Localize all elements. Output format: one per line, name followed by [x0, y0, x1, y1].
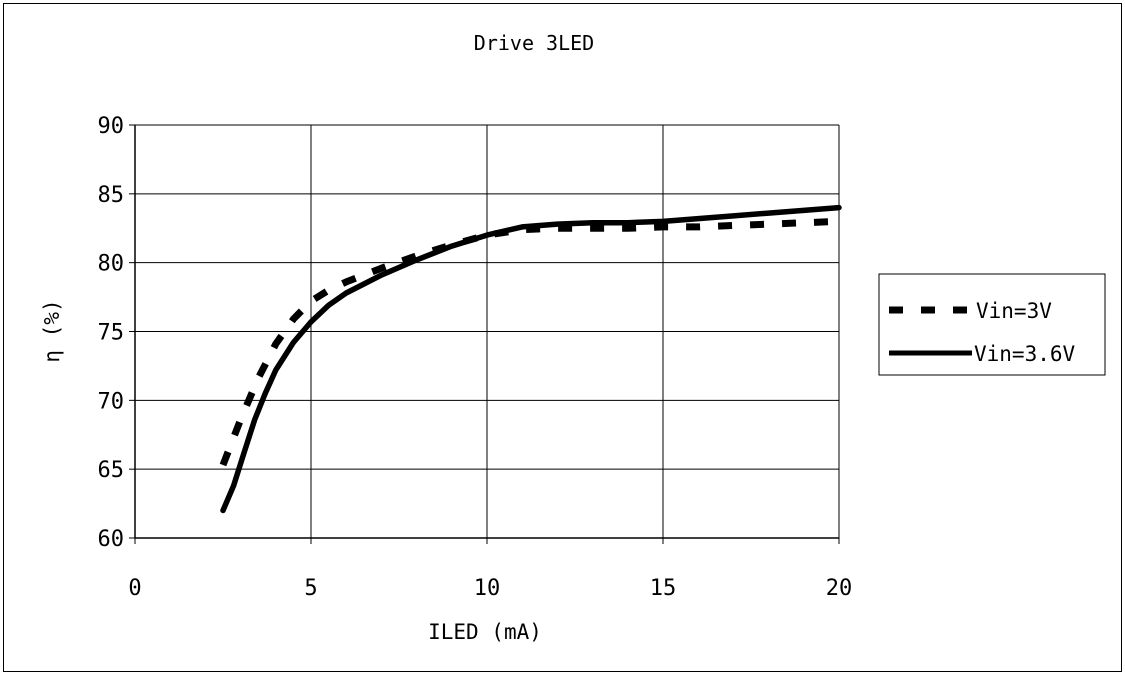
- x-tick-labels: 0 5 10 15 20: [128, 576, 852, 601]
- series-line-vin-3v: [219, 217, 840, 467]
- x-axis-label: ILED (mA): [428, 620, 542, 644]
- y-tick-label: 65: [98, 458, 125, 483]
- y-tick-label: 75: [98, 321, 125, 346]
- y-axis-label: η (%): [40, 299, 64, 362]
- legend-label-vin-3-6v: Vin=3.6V: [974, 342, 1076, 366]
- x-tick-label: 5: [304, 576, 317, 601]
- y-tick-label: 90: [98, 114, 125, 139]
- x-tick-label: 15: [650, 576, 677, 601]
- y-tick-label: 60: [98, 527, 125, 552]
- x-tick-label: 10: [474, 576, 501, 601]
- grid-lines: [135, 124, 840, 538]
- series-lines: [219, 204, 842, 514]
- y-tick-label: 80: [98, 252, 125, 277]
- chart-frame: Drive 3LED 0 5 10 15 20 60 65 70 75 80 85 90 ILED …: [3, 3, 1122, 672]
- x-tick-label: 0: [128, 576, 141, 601]
- y-tick-label: 85: [98, 183, 125, 208]
- y-tick-label: 70: [98, 389, 125, 414]
- line-chart: Drive 3LED 0 5 10 15 20 60 65 70 75 80 85 90 ILED …: [40, 31, 1106, 644]
- x-tick-label: 20: [826, 576, 853, 601]
- y-tick-labels: 60 65 70 75 80 85 90: [98, 114, 125, 552]
- legend-box: [878, 273, 1106, 376]
- axes: [129, 124, 840, 544]
- series-line-vin-3-6v: [220, 204, 842, 514]
- legend: Vin=3V Vin=3.6V: [878, 273, 1106, 376]
- legend-label-vin-3v: Vin=3V: [976, 299, 1052, 323]
- chart-title: Drive 3LED: [474, 31, 594, 55]
